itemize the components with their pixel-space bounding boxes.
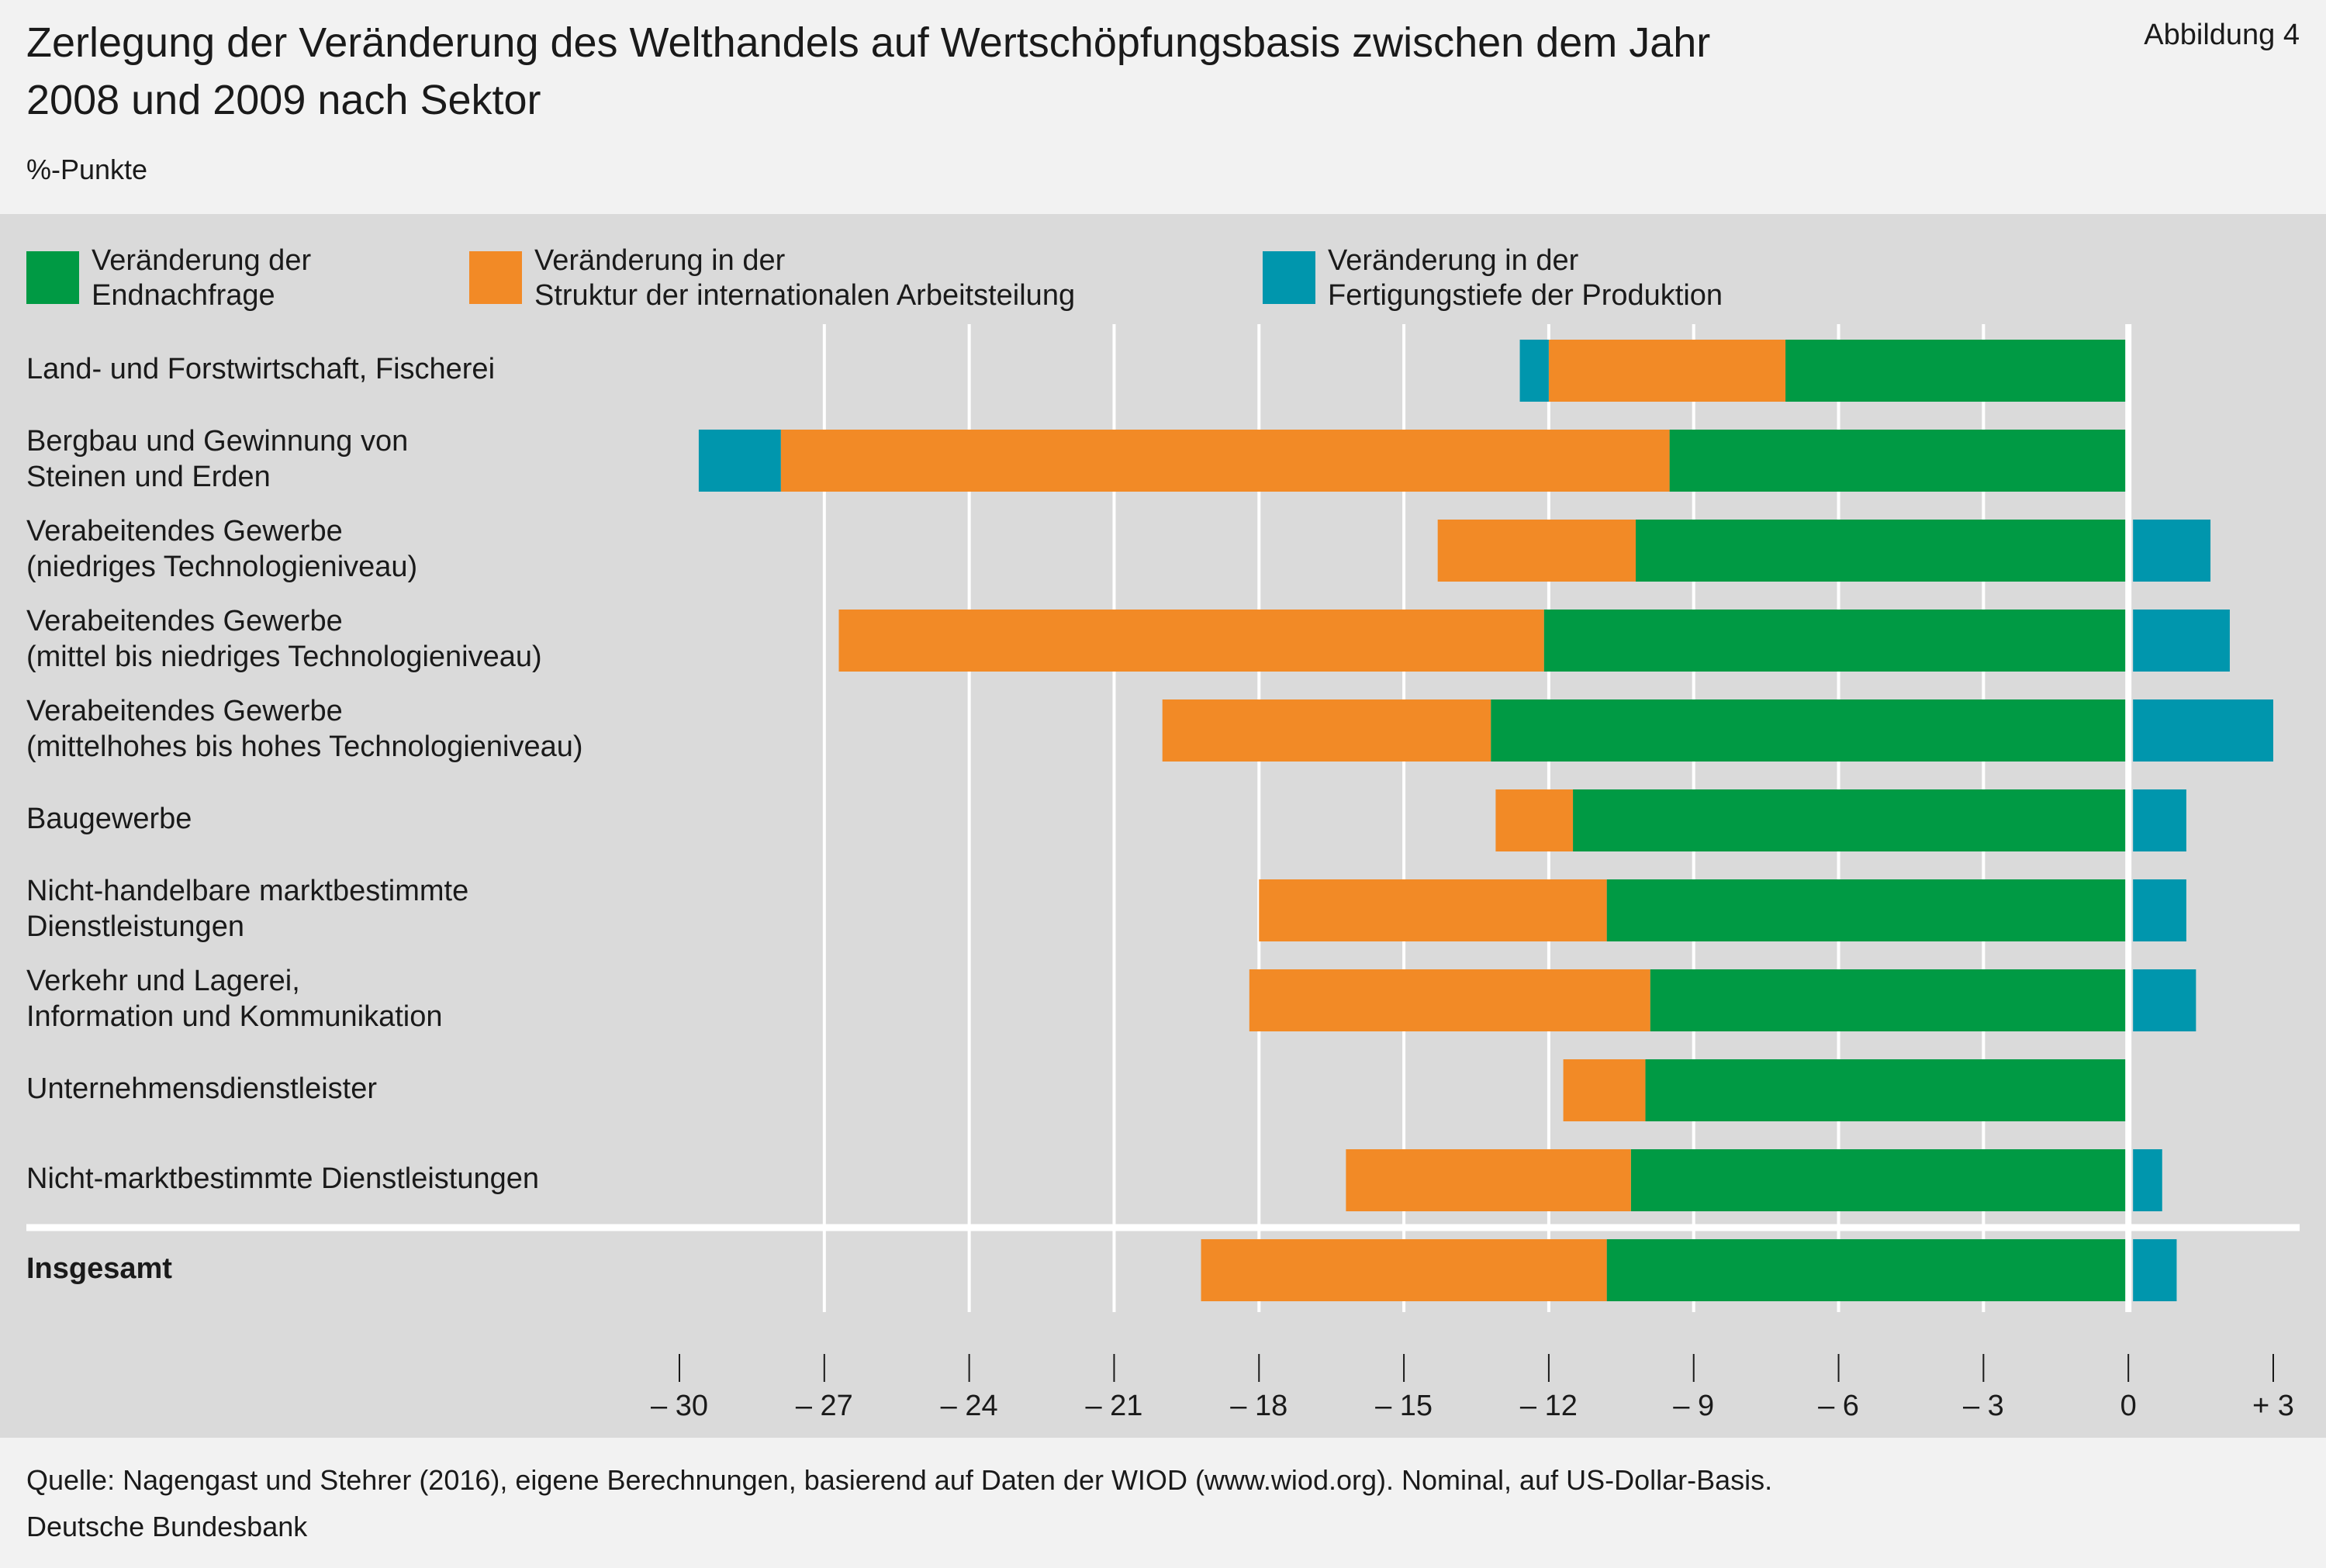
legend-swatch-green: [26, 251, 79, 304]
category-label: Baugewerbe: [26, 803, 192, 835]
legend-label: Veränderung in der Struktur der internati…: [534, 244, 1076, 312]
legend-label: Veränderung in der Fertigungstiefe der Pr…: [1328, 244, 1723, 312]
bar-segment: [1201, 1239, 1607, 1301]
category-label: Verabeitendes Gewerbe (niedriges Technol…: [26, 515, 418, 583]
bar-segment: [1495, 789, 1574, 851]
bar-segment: [1636, 520, 2129, 582]
bar-segment: [2133, 969, 2196, 1031]
x-tick-label: – 18: [1230, 1390, 1288, 1422]
bar-segment: [2133, 699, 2273, 762]
category-label: Verabeitendes Gewerbe (mittel bis niedri…: [26, 605, 542, 673]
bar-segment: [1346, 1149, 1631, 1211]
bar-segment: [1162, 699, 1491, 762]
bar-segment: [1249, 969, 1650, 1031]
x-tick-label: 0: [2120, 1390, 2137, 1422]
x-tick-label: – 12: [1519, 1390, 1578, 1422]
bar-segment: [2133, 520, 2211, 582]
bar-segment: [1669, 430, 2129, 492]
category-label: Verkehr und Lagerei, Information und Kom…: [26, 965, 443, 1033]
unit-label: %-Punkte: [26, 154, 148, 185]
bar-segment: [1437, 520, 1636, 582]
category-label: Land- und Forstwirtschaft, Fischerei: [26, 353, 496, 385]
x-tick-label: – 24: [940, 1390, 998, 1422]
category-label: Unternehmensdienstleister: [26, 1072, 378, 1105]
bar-segment: [2133, 879, 2186, 941]
x-tick-label: – 9: [1673, 1390, 1715, 1422]
bar-segment: [1259, 879, 1607, 941]
legend-label: Veränderung der Endnachfrage: [92, 244, 312, 312]
category-label: Bergbau und Gewinnung von Steinen und Er…: [26, 425, 409, 493]
x-tick-label: – 30: [651, 1390, 708, 1422]
bar-segment: [1573, 789, 2129, 851]
bar-segment: [1630, 1149, 2129, 1211]
category-label: Nicht-marktbestimmte Dienstleistungen: [26, 1162, 540, 1195]
header: [0, 0, 2326, 203]
bar-segment: [780, 430, 1670, 492]
bar-segment: [1785, 340, 2129, 402]
bar-segment: [1606, 879, 2129, 941]
footer: [0, 1442, 2326, 1568]
bar-segment: [1543, 610, 2129, 672]
x-tick-label: + 3: [2252, 1390, 2294, 1422]
x-tick-label: – 27: [795, 1390, 853, 1422]
category-label: Verabeitendes Gewerbe (mittelhohes bis h…: [26, 695, 583, 763]
bar-segment: [838, 610, 1544, 672]
category-label: Nicht-handelbare marktbestimmte Dienstle…: [26, 875, 469, 943]
category-label: Insgesamt: [26, 1252, 172, 1285]
bar-segment: [2133, 1149, 2162, 1211]
x-tick-label: – 15: [1375, 1390, 1433, 1422]
source-note: Quelle: Nagengast und Stehrer (2016), ei…: [26, 1464, 1773, 1496]
bar-segment: [1491, 699, 2129, 762]
bar-segment: [2133, 1239, 2177, 1301]
bar-segment: [1645, 1059, 2129, 1121]
bar-segment: [698, 430, 781, 492]
publisher: Deutsche Bundesbank: [26, 1511, 308, 1542]
bar-segment: [1650, 969, 2129, 1031]
bar-segment: [2133, 610, 2230, 672]
x-tick-label: – 21: [1085, 1390, 1143, 1422]
bar-segment: [1606, 1239, 2129, 1301]
bar-segment: [1519, 340, 1549, 402]
figure-label: Abbildung 4: [2144, 19, 2300, 51]
x-tick-label: – 3: [1962, 1390, 2004, 1422]
legend-swatch-teal: [1263, 251, 1315, 304]
bar-segment: [2133, 789, 2186, 851]
bar-segment: [1548, 340, 1786, 402]
x-tick-label: – 6: [1818, 1390, 1859, 1422]
chart-title: Zerlegung der Veränderung des Welthandel…: [26, 19, 1711, 123]
legend-swatch-orange: [469, 251, 522, 304]
bar-segment: [1563, 1059, 1646, 1121]
